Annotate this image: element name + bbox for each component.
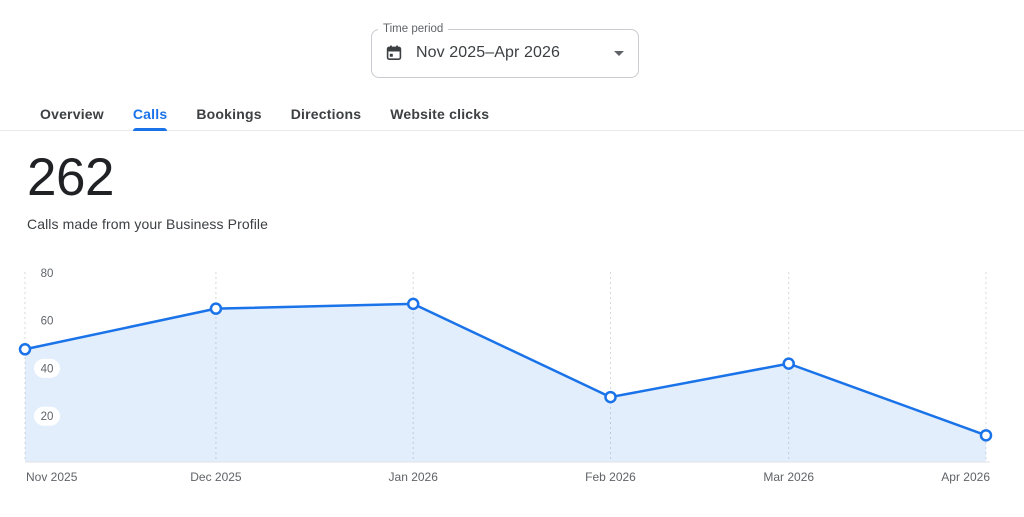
calendar-icon (385, 44, 403, 62)
calls-total: 262 (27, 148, 114, 207)
ytick-pill-40 (34, 358, 60, 378)
calls-line (23, 302, 988, 437)
xtick-label-apr-2026: Apr 2026 (941, 470, 990, 484)
tab-website-clicks[interactable]: Website clicks (390, 105, 490, 122)
data-point-jan-2026[interactable]: Jan 2026: 67 (406, 297, 420, 311)
data-point-nov-2025[interactable]: Nov 2025: 48 (18, 343, 32, 356)
ytick-label-20: 20 (41, 411, 54, 423)
tab-directions[interactable]: Directions (290, 105, 362, 122)
calls-chart: Nov 2025: 48 Dec 2025: 65 Jan 2026: 67 Feb … (0, 265, 1024, 495)
data-point-feb-2026[interactable]: Feb 2026: 28 (604, 390, 617, 404)
ytick-pill-80 (34, 265, 60, 283)
ytick-label-80: 80 (41, 268, 54, 280)
xtick-label-dec-2025: Dec 2025 (190, 470, 242, 484)
ytick-label-60: 60 (41, 316, 54, 328)
data-point-mar-2026[interactable]: Mar 2026: 42 (782, 357, 795, 370)
time-period-value: Nov 2025–Apr 2026 (416, 44, 561, 61)
tab-overview[interactable]: Overview (40, 105, 104, 122)
area-fill (25, 303, 986, 462)
xtick-label-mar-2026: Mar 2026 (763, 470, 814, 484)
tab-bookings[interactable]: Bookings (196, 105, 262, 122)
caret-down-icon (614, 50, 624, 56)
time-period-select[interactable]: Time period Nov 2025–Apr 2026 (371, 22, 639, 78)
ytick-pill-60 (34, 311, 60, 331)
data-point-dec-2025[interactable]: Dec 2025: 65 (209, 302, 223, 315)
xtick-label-nov-2025: Nov 2025 (26, 470, 78, 484)
tab-calls[interactable]: Calls (132, 97, 168, 131)
time-period-label: Time period (383, 23, 444, 35)
calls-description: Calls made from your Business Profile (27, 216, 269, 232)
xtick-label-feb-2026: Feb 2026 (585, 470, 636, 484)
data-point-apr-2026[interactable]: Apr 2026: 12 (979, 429, 993, 442)
ytick-pill-20 (34, 406, 60, 426)
xtick-label-jan-2026: Jan 2026 (389, 470, 439, 484)
metrics-tabbar: Overview Calls Bookings Directions Websi… (0, 97, 1024, 131)
ytick-label-40: 40 (41, 363, 54, 375)
time-period-inner[interactable]: Nov 2025–Apr 2026 (372, 36, 638, 70)
